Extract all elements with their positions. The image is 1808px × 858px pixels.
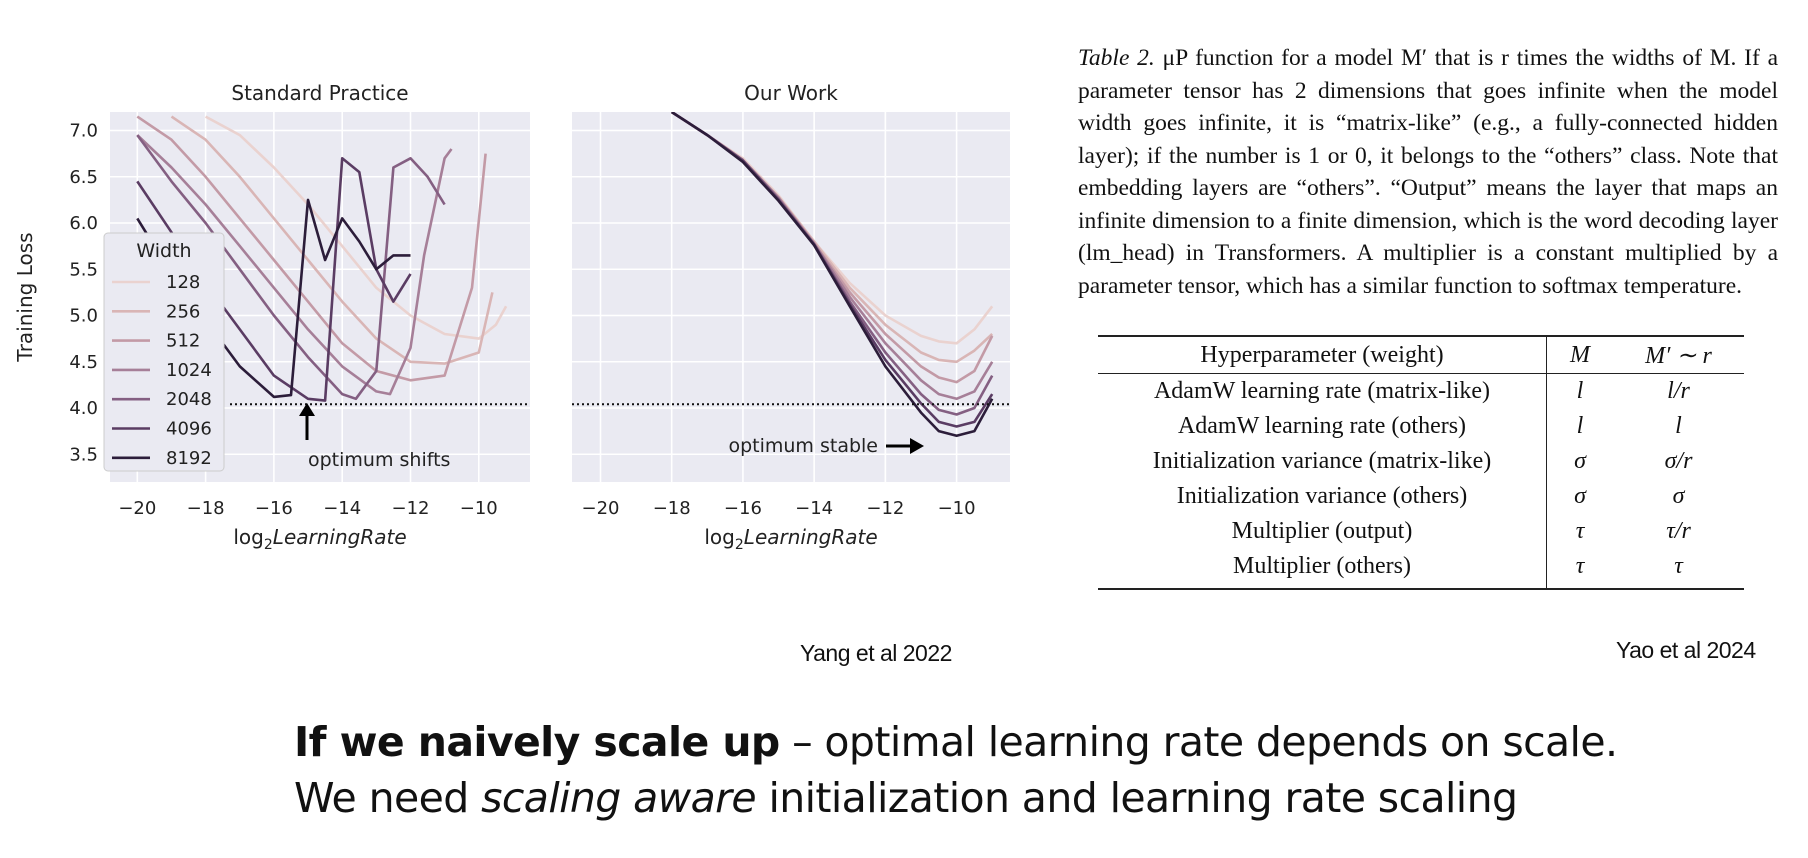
table-row: Initialization variance (matrix-like) σ σ/… xyxy=(1098,444,1744,479)
x-tick-label: −12 xyxy=(866,498,904,519)
x-label-base: log xyxy=(704,525,735,549)
x-axis-label: log2LearningRate xyxy=(233,525,406,553)
table-row: AdamW learning rate (others) l l xyxy=(1098,409,1744,444)
table-caption-label: Table 2. xyxy=(1078,45,1155,71)
table-cell: l xyxy=(1675,413,1682,439)
y-tick-label: 6.5 xyxy=(69,167,98,188)
annotation-arrow-up xyxy=(299,403,315,440)
footer-line-2-start: We need xyxy=(294,774,482,822)
chart-standard-practice: Standard Practice −20 −18 −16 −14 −12 −10 log2L… xyxy=(13,81,530,553)
x-label-subscript: 2 xyxy=(735,537,744,553)
y-tick-label: 4.5 xyxy=(69,352,98,373)
footer-bold-phrase: If we naively scale up xyxy=(294,718,780,766)
footer-italic-phrase: scaling aware xyxy=(481,774,757,822)
table-cell: Initialization variance (matrix-like) xyxy=(1098,444,1547,479)
x-tick-label: −12 xyxy=(391,498,429,519)
y-tick-label: 4.0 xyxy=(69,398,98,419)
legend: Width 128 256 512 1024 2048 4096 8192 xyxy=(103,232,225,472)
table-cell: σ xyxy=(1574,448,1586,474)
annotation-text: optimum stable xyxy=(728,435,878,457)
table-cell: τ xyxy=(1575,518,1585,544)
citation-right: Yao et al 2024 xyxy=(1616,637,1756,663)
x-tick-label: −16 xyxy=(255,498,293,519)
footer-line-1-rest: – optimal learning rate depends on scale… xyxy=(779,718,1618,766)
x-tick-label: −10 xyxy=(938,498,976,519)
x-label-subscript: 2 xyxy=(264,537,273,553)
series-group xyxy=(670,112,994,438)
series-line-2048 xyxy=(136,134,446,401)
y-tick-label: 5.5 xyxy=(69,259,98,280)
citation-left: Yang et al 2022 xyxy=(800,640,952,666)
legend-label-1024: 1024 xyxy=(166,360,212,381)
x-label-rest: LearningRate xyxy=(273,525,407,549)
table-header-row: Hyperparameter (weight) M M′ ∼ r xyxy=(1098,335,1744,374)
series-line-1024 xyxy=(136,134,453,396)
table-cell: τ/r xyxy=(1666,518,1691,544)
legend-title: Width xyxy=(136,240,191,262)
table-row: Multiplier (others) τ τ xyxy=(1098,549,1744,590)
legend-label-8192: 8192 xyxy=(166,448,212,469)
y-tick-label: 3.5 xyxy=(69,444,98,465)
x-tick-label: −20 xyxy=(581,498,619,519)
table-cell: Multiplier (others) xyxy=(1098,549,1547,590)
table-cell: l xyxy=(1576,413,1584,439)
table-row: Initialization variance (others) σ σ xyxy=(1098,479,1744,514)
legend-label-512: 512 xyxy=(166,331,200,352)
legend-label-4096: 4096 xyxy=(166,419,212,440)
header-hyperparameter: Hyperparameter (weight) xyxy=(1098,335,1547,374)
annotation-arrow-right xyxy=(886,438,924,454)
series-line-512 xyxy=(136,115,487,382)
table-cell: σ/r xyxy=(1664,448,1693,474)
header-m-prime: M′ ∼ r xyxy=(1613,335,1744,374)
footer-line-1: If we naively scale up – optimal learnin… xyxy=(294,718,1618,766)
x-tick-label: −10 xyxy=(460,498,498,519)
y-tick-label: 5.0 xyxy=(69,306,98,327)
footer-line-2: We need scaling aware initialization and… xyxy=(294,774,1518,822)
x-axis-label: log2LearningRate xyxy=(704,525,877,553)
table-cell: AdamW learning rate (matrix-like) xyxy=(1098,373,1547,409)
chart-title: Our Work xyxy=(744,81,838,105)
table-cell: l xyxy=(1576,378,1584,404)
legend-label-256: 256 xyxy=(166,301,200,322)
charts-figure: Standard Practice−20 −18 −16 −14 −12 −10log2L… xyxy=(13,81,1010,553)
table-cell: τ xyxy=(1546,549,1613,590)
y-tick-label: 7.0 xyxy=(69,121,98,142)
x-label-base: log xyxy=(233,525,264,549)
table-cell: Initialization variance (others) xyxy=(1098,479,1547,514)
plot-background xyxy=(572,112,1010,482)
x-tick-label: −18 xyxy=(187,498,225,519)
chart-our-work: Our Work −20 −18 −16 −14 −12 −10 log2LearningRa… xyxy=(572,81,1010,553)
series-line-8192 xyxy=(670,112,994,438)
table-cell: AdamW learning rate (others) xyxy=(1098,409,1547,444)
series-line-256 xyxy=(170,115,494,365)
table-cell: τ xyxy=(1613,549,1744,590)
x-tick-label: −14 xyxy=(795,498,833,519)
table-caption-text: μP function for a model M′ that is r tim… xyxy=(1078,45,1779,299)
legend-label-2048: 2048 xyxy=(166,389,212,410)
series-line-128 xyxy=(204,115,508,340)
header-m: M xyxy=(1546,335,1613,374)
x-label-rest: LearningRate xyxy=(744,525,878,549)
table-cell: σ xyxy=(1574,483,1586,509)
legend-label-128: 128 xyxy=(166,272,200,293)
footer-line-2-end: initialization and learning rate scaling xyxy=(756,774,1518,822)
table-cell: Multiplier (output) xyxy=(1098,514,1547,549)
chart-title: Standard Practice xyxy=(231,81,408,105)
x-tick-label: −20 xyxy=(118,498,156,519)
y-axis-label: Training Loss xyxy=(13,232,37,362)
x-tick-label: −18 xyxy=(653,498,691,519)
legend-box xyxy=(103,232,225,472)
table-row: AdamW learning rate (matrix-like) l l/r xyxy=(1098,373,1744,409)
x-tick-label: −14 xyxy=(323,498,361,519)
y-tick-label: 6.0 xyxy=(69,213,98,234)
table-caption: Table 2. μP function for a model M′ that… xyxy=(1078,42,1778,302)
x-tick-label: −16 xyxy=(724,498,762,519)
table-cell: σ xyxy=(1672,483,1685,509)
arrow-head xyxy=(910,438,924,454)
arrow-head xyxy=(299,403,315,416)
hyperparameter-table: Hyperparameter (weight) M M′ ∼ r AdamW l… xyxy=(1098,335,1744,590)
table-cell: l/r xyxy=(1667,378,1690,404)
annotation-text: optimum shifts xyxy=(308,449,450,471)
table-row: Multiplier (output) τ τ/r xyxy=(1098,514,1744,549)
